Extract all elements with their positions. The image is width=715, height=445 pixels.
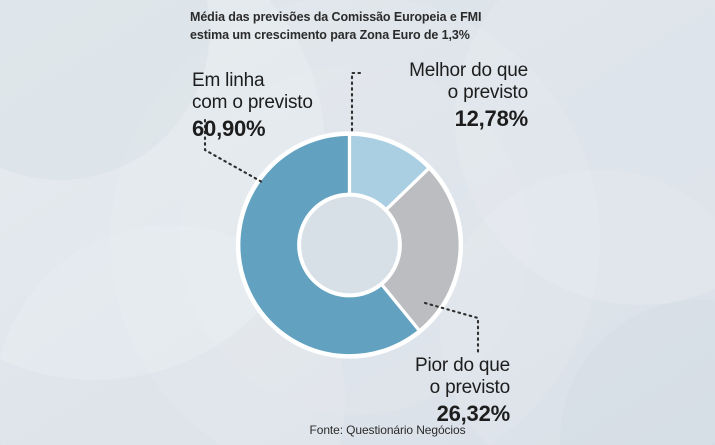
callout-pior-line-2: o previsto [429, 377, 511, 399]
callout-melhor-value: 12,78% [454, 105, 529, 131]
callout-pior: Pior do que o previsto 26,32% [380, 355, 510, 427]
donut-hole [297, 192, 402, 298]
headline-line-2: estima um crescimento para Zona Euro de … [190, 28, 470, 43]
leader-line-pior [423, 301, 480, 354]
callout-em-linha-line-1: Em linha [192, 70, 265, 91]
headline: Média das previsões da Comissão Europeia… [190, 8, 610, 44]
callout-pior-line-1: Pior do que [415, 355, 510, 376]
callout-em-linha-value: 60,90% [192, 115, 266, 141]
callout-pior-value: 26,32% [436, 400, 511, 426]
callout-melhor-line-1: Melhor do que [409, 60, 528, 81]
callout-melhor-line-2: o previsto [447, 82, 529, 104]
headline-line-1: Média das previsões da Comissão Europeia… [190, 10, 482, 24]
source-note: Fonte: Questionário Negócios [309, 423, 466, 437]
leader-line-melhor [350, 71, 362, 136]
callout-melhor: Melhor do que o previsto 12,78% [368, 60, 528, 132]
leader-line-em-linha [203, 118, 264, 184]
callout-em-linha: Em linha com o previsto 60,90% [192, 70, 362, 142]
callout-em-linha-line-2: com o previsto [192, 92, 313, 114]
